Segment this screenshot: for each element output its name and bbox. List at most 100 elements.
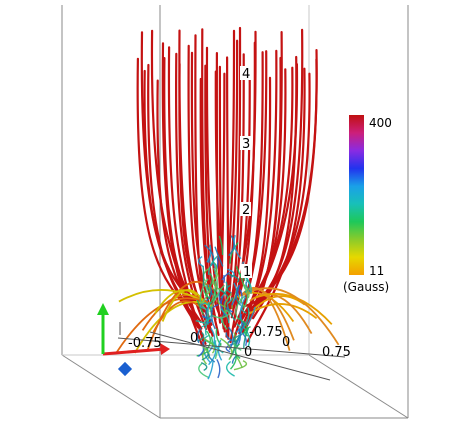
flux-tube-strand [210,308,216,330]
flux-tube-strand [216,358,221,379]
flux-tube-strand [228,273,240,283]
flux-tube-strand [221,271,231,281]
flux-tube-strand [233,335,240,344]
flux-tube-strand [221,319,228,330]
field-line [190,51,214,317]
flux-tube-strand [203,289,211,300]
flux-tube-strand [223,293,233,314]
flux-tube-strand [196,327,202,344]
flux-tube-strand [242,333,248,347]
field-line [205,46,222,324]
flux-tube-strand [241,304,247,314]
flux-tube-strand [197,256,204,268]
field-line [178,29,212,334]
height-label-3: 3 [240,136,251,152]
flux-tube-strand [195,320,206,328]
flux-tube-strand [202,346,210,359]
height-label-2: 2 [240,202,251,218]
flux-tube-strand [213,267,219,292]
flux-tube-strand [206,244,212,263]
flux-tube-strand [209,293,219,313]
height-label-4-text: 4 [242,67,250,82]
field-line [232,50,268,343]
flux-tube-strand [243,327,250,349]
flux-tube-strand [239,296,247,320]
flux-tube-strand [198,363,210,379]
orientation-triad [97,303,170,377]
flux-tube-strand [226,297,234,305]
flux-tube-strand [240,313,244,325]
tick-label-origin-left: 0 [190,331,198,346]
height-label-1: 1 [241,264,252,280]
flux-tube-strand [208,328,216,353]
flux-tube-strand [223,274,226,284]
field-line [248,303,318,320]
flux-tube-strand [209,288,217,305]
tick-label-x-right: 0.75 [322,345,351,360]
flux-tube-strand [235,295,246,320]
flux-tube-strand [226,284,232,294]
flux-tube-strand [220,295,227,317]
flux-tube-strand [203,301,213,311]
colorbar-unit-label: (Gauss) [343,280,389,294]
colorbar-ramp [349,115,364,275]
field-line [154,289,198,314]
flux-tube-strand [205,330,212,351]
field-line [244,55,298,307]
height-label-4: 4 [240,66,251,82]
flux-tube-strand [231,285,240,306]
flux-tube-strand [245,276,252,294]
flux-tube-strand [242,284,249,309]
tick-label-x-left: -0.75 [128,336,162,351]
height-label-1-text: 1 [243,265,251,280]
base-axes [117,322,346,381]
field-line [175,52,208,331]
flux-tube-strand [216,284,225,298]
flux-tube-strand [229,242,239,264]
flux-tube-strand [237,317,248,334]
field-line [238,49,278,335]
flux-tube-strand [229,351,237,370]
flux-tube-strand [204,314,212,336]
flux-tube-strand [219,309,230,320]
field-line [167,46,205,344]
flux-tube-strand [218,235,224,256]
field-line [146,280,214,352]
tick-label-origin-bottom: 0 [244,345,252,360]
flux-tube-strand [225,360,235,377]
flux-tube-strand [226,303,236,321]
flux-tube-strand [228,235,235,257]
flux-tube-strand [234,343,241,359]
flux-tube-strand [233,234,242,260]
flux-tube-strand [207,255,218,275]
flux-tube-strand [220,337,233,361]
flux-tube-strand [210,303,219,313]
height-label-2-text: 2 [242,203,250,218]
colorbar-max-label: 400 [369,116,392,130]
flux-tube-strand [206,284,214,296]
flux-tube-strand [214,246,224,267]
field-line [161,42,203,346]
colorbar-min-label: 11 [369,264,384,278]
flux-tube-strand [202,349,208,365]
field-line [253,292,333,325]
flux-tube-core [195,234,256,380]
tick-label-y-back: -0.75 [249,325,283,340]
flux-tube-strand [215,328,222,347]
flux-tube-strand [200,362,208,372]
flux-tube-strand [202,316,213,324]
tick-label-origin-right: 0 [282,335,290,350]
flux-tube-strand [207,361,214,380]
field-line [225,39,239,338]
field-line [147,63,200,329]
flux-tube-strand [238,296,245,307]
height-label-3-text: 3 [242,137,250,152]
flux-tube-strand [220,307,229,323]
flux-tube-strand [199,278,209,303]
field-line [156,79,202,323]
flux-tube-strand [197,341,205,358]
flux-tube-strand [236,323,242,333]
flux-tube-strand [196,299,205,315]
flux-tube-strand [246,306,256,326]
